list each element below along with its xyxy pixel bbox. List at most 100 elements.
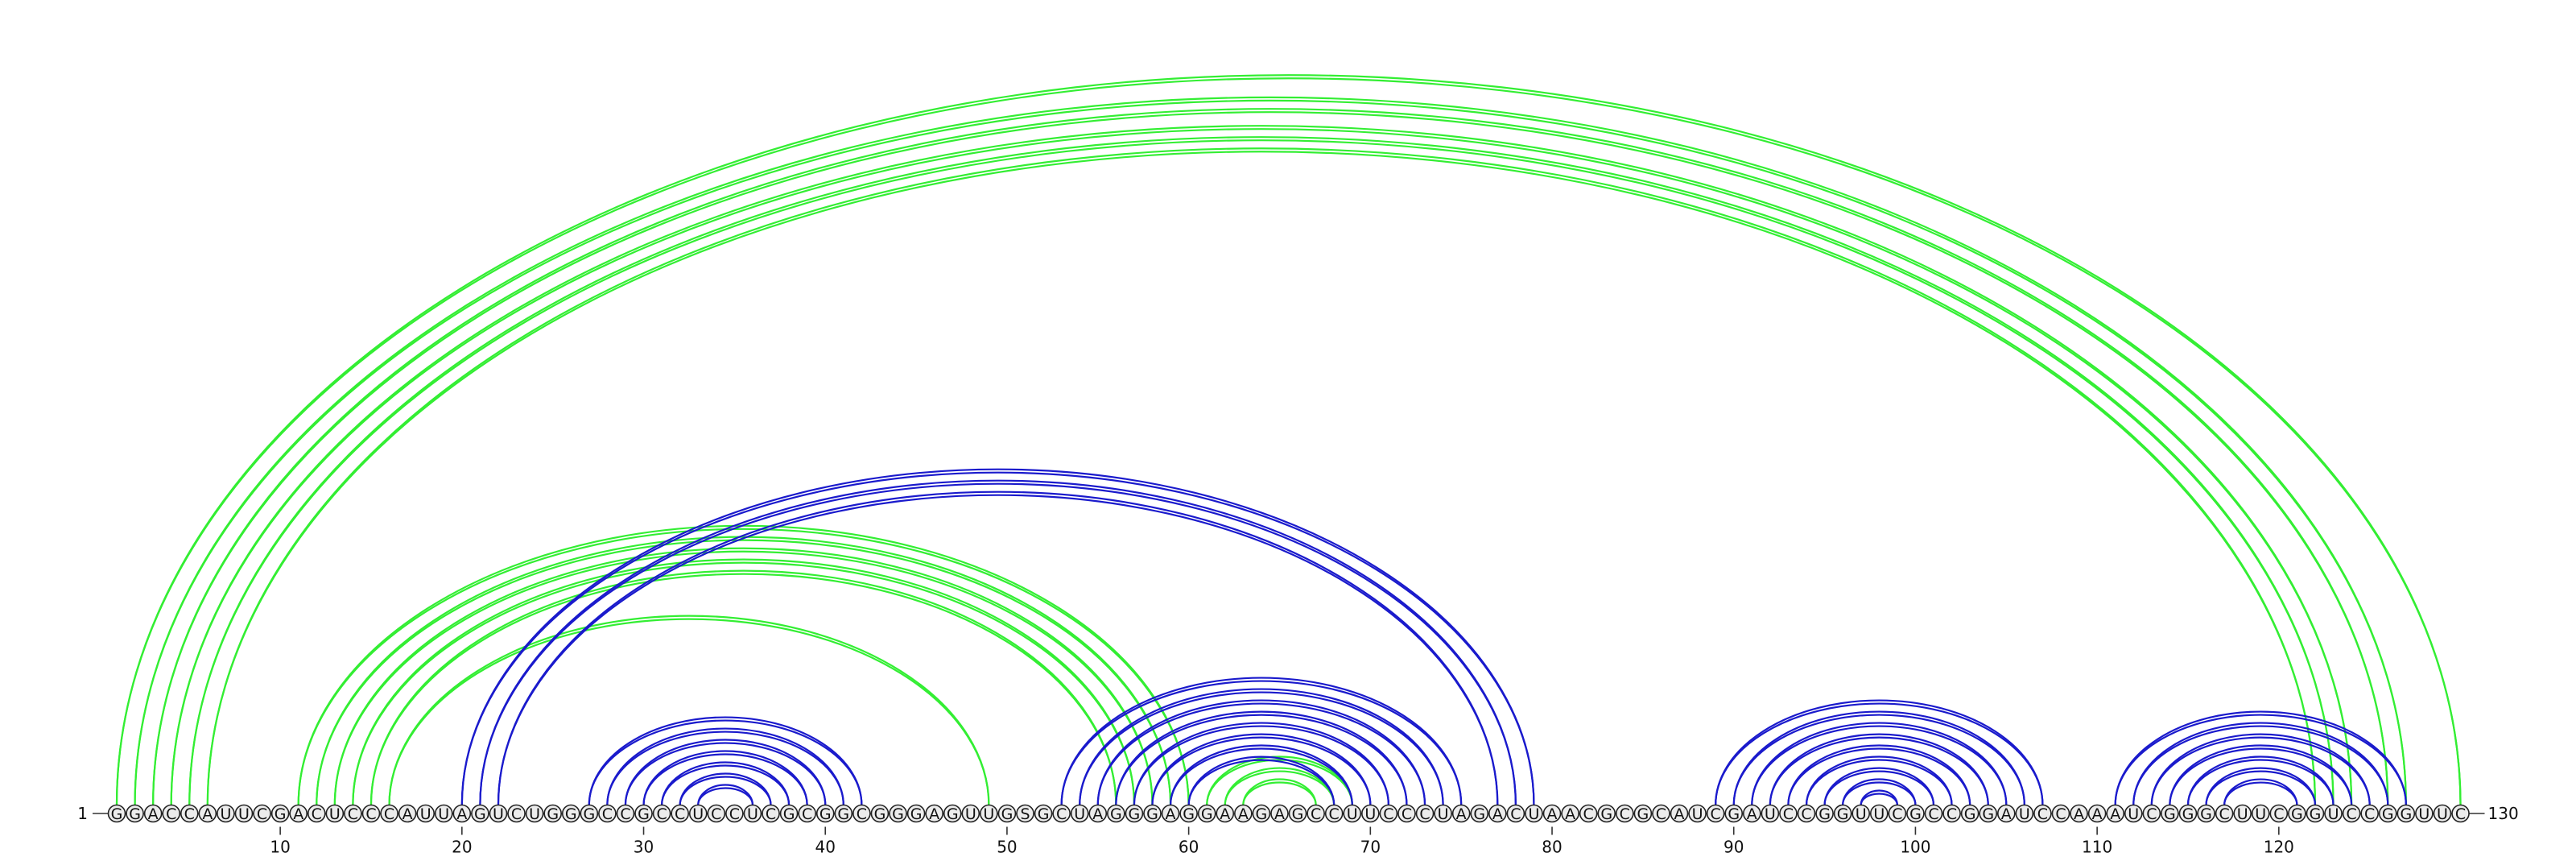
nucleotide-circle [1797,804,1816,823]
base-pair-arc-62-68 [1224,770,1335,805]
nucleotide: G [1906,804,1925,823]
nucleotide: C [507,804,526,823]
nucleotide-circle [1833,804,1852,823]
base-pair-arc-15-56 [369,569,1117,805]
nucleotide: C [2360,804,2379,823]
nucleotide-circle [1343,804,1362,823]
nucleotide-circle [1216,804,1235,823]
nucleotide: C [180,804,199,823]
nucleotide-letter: U [1347,805,1358,823]
nucleotide: G [834,804,853,823]
nucleotide-circle [1724,804,1744,823]
nucleotide-circle [561,804,580,823]
base-pair-arc-112-126 [2132,722,2389,805]
nucleotide: S [1016,804,1034,823]
nucleotide: U [1361,804,1380,823]
nucleotide-circle [925,804,943,823]
nucleotide-circle [398,804,417,823]
nucleotide-circle [1270,804,1289,823]
nucleotide-letter: G [275,805,287,823]
nucleotide: C [598,804,617,823]
nucleotide: G [580,804,599,823]
nucleotide-letter: G [2382,805,2394,823]
nucleotide-circle [2415,804,2434,823]
nucleotide: C [162,804,181,823]
nucleotide-letter: A [2001,805,2012,823]
base-pair-arc-90-106 [1732,714,2025,805]
nucleotide: C [1797,804,1816,823]
base-pair-arc-30-39 [642,750,808,805]
nucleotide-letter: A [1166,805,1176,823]
nucleotide-letter: C [1620,805,1630,823]
nucleotide-circle [1561,804,1579,823]
nucleotide-letter: G [1038,805,1050,823]
nucleotide-circle [2324,804,2343,823]
nucleotide-circle [906,804,926,823]
axis-tick-label: 70 [1360,838,1381,857]
nucleotide-circle [2124,804,2143,823]
nucleotide: G [2161,804,2179,823]
nucleotide: G [2378,804,2397,823]
nucleotide: C [1397,804,1416,823]
nucleotide-circle [1434,804,1452,823]
nucleotide-letter: C [1329,805,1340,823]
nucleotide-letter: U [747,805,758,823]
nucleotide-circle [1379,804,1398,823]
nucleotide-circle [834,804,853,823]
nucleotide: G [543,804,562,823]
nucleotide: G [1034,804,1053,823]
nucleotide-circle [1996,804,2016,823]
nucleotide-circle [1397,804,1416,823]
nucleotide-letter: C [312,805,322,823]
base-pair-arc-31-38 [661,764,791,805]
nucleotide-circle [1143,804,1162,823]
nucleotide-circle [1451,804,1471,823]
nucleotide-letter: C [656,805,667,823]
nucleotide: G [1470,804,1489,823]
base-pair-arc-96-100 [1842,778,1917,805]
nucleotide-letter: A [456,805,467,823]
nucleotide-letter: U [2328,805,2339,823]
nucleotide-letter: C [2364,805,2375,823]
nucleotide: C [852,804,871,823]
nucleotide: G [1179,804,1198,823]
nucleotide: A [1996,804,2016,823]
base-pair-arc-6-122 [206,150,2317,805]
base-pair-arc-30-39 [642,753,808,805]
nucleotide-circle [1942,804,1961,823]
nucleotide-letter: U [692,805,704,823]
base-pair-arc-56-72 [1115,710,1408,805]
nucleotide-circle [1633,804,1653,823]
base-pair-arc-13-58 [333,547,1154,805]
nucleotide-letter: A [1547,805,1558,823]
base-pair-arc-29-40 [624,739,827,805]
nucleotide: G [1197,804,1216,823]
nucleotide-circle [452,804,472,823]
nucleotide-letter: C [184,805,195,823]
nucleotide-letter: G [1818,805,1831,823]
base-pair-arc-2-127 [135,101,2406,805]
nucleotide-letter: G [892,805,904,823]
nucleotide: C [1779,804,1798,823]
nucleotide-letter: C [857,805,867,823]
nucleotide-letter: U [420,805,431,823]
nucleotide-letter: G [2182,805,2194,823]
nucleotide-circle [2015,804,2034,823]
nucleotide: C [1888,804,1907,823]
base-pair-arc-54-74 [1079,691,1444,805]
nucleotide-letter: C [1946,805,1957,823]
axis-tick-label: 50 [997,838,1017,857]
nucleotide-circle [471,804,489,823]
sequence-start-label: 1 [77,804,88,823]
base-pair-arc-113-125 [2150,733,2371,805]
nucleotide-circle [2433,804,2452,823]
nucleotide-letter: U [238,805,250,823]
nucleotide: G [1288,804,1307,823]
nucleotide: U [2233,804,2252,823]
base-pair-arc-54-74 [1079,688,1444,805]
axis-tick-label: 90 [1724,838,1744,857]
nucleotide: C [616,804,635,823]
nucleotide-circle [1743,804,1761,823]
nucleotide-letter: A [202,805,213,823]
nucleotide-letter: G [638,805,650,823]
